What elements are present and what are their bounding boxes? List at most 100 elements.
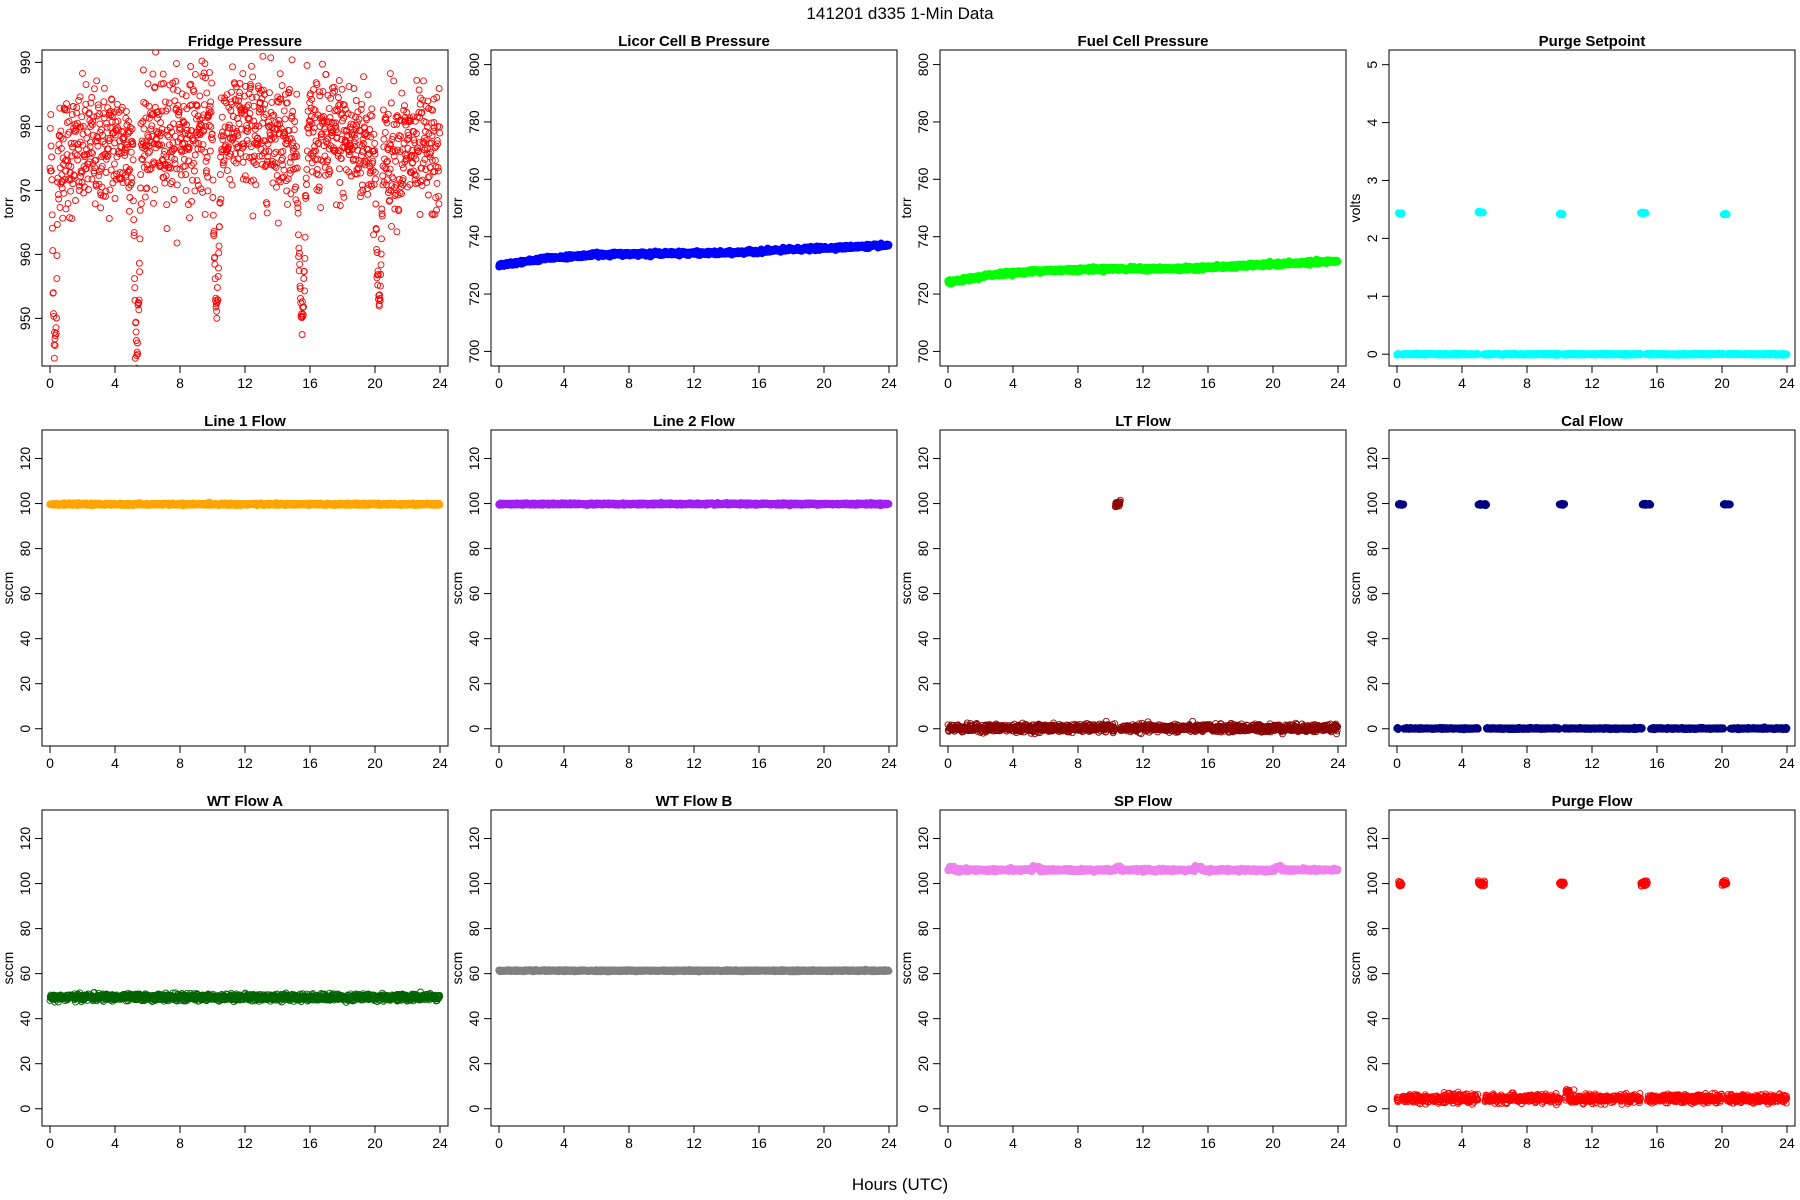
data-point: [168, 128, 176, 136]
data-point: [250, 117, 258, 125]
data-point: [95, 171, 103, 179]
data-point: [333, 201, 340, 209]
data-point: [431, 210, 439, 218]
data-point: [303, 181, 310, 188]
x-tick-label: 16: [751, 375, 767, 391]
y-tick-label: 3: [1364, 176, 1380, 184]
data-point: [120, 134, 128, 142]
data-point: [173, 165, 181, 173]
data-point: [417, 94, 424, 102]
data-point: [190, 159, 197, 167]
data-point: [233, 115, 241, 122]
data-point: [74, 156, 82, 164]
data-point: [405, 135, 413, 142]
data-point: [59, 135, 67, 143]
data-point: [413, 113, 421, 121]
data-point: [268, 98, 276, 106]
data-points: [944, 255, 1342, 288]
data-point: [271, 135, 279, 143]
data-point: [69, 180, 77, 188]
data-point: [88, 94, 96, 101]
x-tick-label: 12: [1135, 375, 1151, 391]
data-point: [319, 60, 326, 68]
data-point: [135, 306, 143, 314]
data-point: [132, 318, 140, 326]
data-point: [49, 247, 57, 255]
data-point: [254, 140, 262, 148]
data-point: [278, 154, 286, 162]
data-point: [111, 195, 119, 202]
data-point: [219, 136, 227, 144]
plot-frame: [1388, 49, 1796, 367]
data-point: [363, 132, 371, 140]
data-point: [126, 166, 134, 174]
data-point: [401, 158, 409, 166]
data-point: [314, 171, 322, 179]
data-point: [209, 176, 217, 184]
data-point: [425, 173, 433, 181]
data-point: [158, 107, 166, 115]
data-point: [365, 159, 373, 167]
data-point: [151, 186, 159, 194]
y-axis-label: torr: [0, 197, 16, 218]
data-point: [434, 167, 442, 175]
data-point: [434, 164, 442, 171]
data-point: [118, 103, 126, 111]
data-point: [73, 103, 81, 111]
y-tick-label: 720: [466, 282, 482, 306]
data-point: [144, 149, 152, 157]
data-point: [278, 82, 286, 90]
data-point: [316, 88, 323, 96]
data-point: [249, 212, 257, 220]
data-point: [347, 172, 355, 180]
data-point: [383, 119, 391, 127]
data-point: [159, 70, 167, 78]
y-tick-label: 760: [915, 167, 931, 191]
data-point: [380, 143, 388, 151]
data-point: [98, 126, 105, 134]
data-point: [138, 137, 146, 145]
x-tick-label: 8: [176, 375, 184, 391]
data-point: [193, 102, 201, 110]
y-tick-label: 780: [466, 110, 482, 134]
data-point: [259, 52, 267, 60]
panel-title: Licor Cell B Pressure: [618, 33, 770, 50]
data-point: [259, 86, 267, 94]
data-point: [202, 169, 210, 177]
data-point: [360, 73, 368, 81]
data-point: [301, 233, 309, 241]
data-point: [187, 80, 195, 88]
data-point: [251, 152, 258, 160]
data-point: [398, 89, 406, 97]
data-point: [216, 171, 224, 179]
data-point: [368, 105, 376, 113]
data-point: [147, 125, 155, 133]
data-point: [223, 167, 231, 175]
data-point: [287, 166, 294, 174]
data-point: [203, 167, 210, 175]
data-point: [1398, 210, 1406, 218]
data-point: [358, 181, 366, 189]
data-point: [79, 130, 87, 138]
data-point: [84, 175, 92, 183]
data-point: [367, 180, 375, 188]
data-point: [279, 161, 287, 169]
data-points: [1393, 208, 1791, 359]
data-point: [105, 215, 113, 222]
data-point: [202, 74, 209, 82]
data-point: [287, 190, 295, 198]
plot-frame: [41, 49, 449, 367]
data-point: [131, 284, 139, 292]
data-point: [274, 120, 281, 128]
data-point: [406, 181, 414, 189]
data-point: [194, 181, 202, 189]
x-tick-label: 0: [944, 375, 952, 391]
y-axis-label: volts: [1347, 194, 1363, 223]
data-point: [239, 144, 247, 152]
data-point: [191, 70, 199, 78]
data-point: [427, 106, 435, 113]
data-point: [435, 192, 443, 200]
data-point: [109, 147, 117, 155]
